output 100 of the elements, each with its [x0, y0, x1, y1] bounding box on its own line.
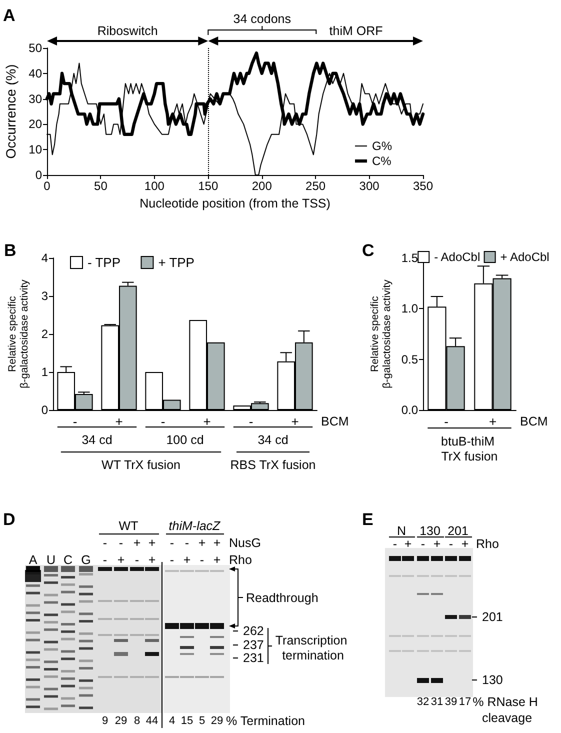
x-tick-label: 300	[359, 179, 380, 193]
text: 231	[243, 651, 264, 665]
data-label: 32	[416, 696, 430, 708]
y-tick-label: 1	[41, 365, 48, 379]
text: 34 codons	[233, 12, 291, 26]
chart-title: C	[362, 241, 374, 260]
text: 34 cd	[258, 433, 288, 447]
legend-label: + TPP	[158, 255, 194, 270]
text: Rho	[229, 553, 252, 567]
x-axis-title: BCM	[321, 414, 349, 428]
x-tick-label: -	[444, 414, 448, 429]
text: -	[102, 536, 108, 550]
category-label: U	[46, 553, 56, 567]
y-tick-label: 0.0	[401, 403, 418, 417]
text: +	[461, 537, 469, 551]
y-tick-label: 1.5	[401, 251, 418, 265]
data-label: 44	[146, 715, 158, 727]
text: -	[102, 553, 108, 567]
y-tick-label: 40	[28, 66, 42, 80]
chart-title: B	[4, 241, 16, 260]
x-axis-title: Nucleotide position (from the TSS)	[140, 196, 330, 210]
y-tick-label: 3	[41, 289, 48, 303]
text: Readthrough	[246, 591, 318, 605]
text: +	[148, 536, 156, 550]
text: % Termination	[226, 714, 306, 728]
category-label: C	[63, 553, 73, 567]
text: +	[183, 553, 191, 567]
text: Rho	[476, 537, 499, 551]
y-tick-label: 1.0	[401, 302, 418, 316]
chart-title: A	[3, 6, 16, 25]
data-label: 39	[444, 696, 458, 708]
text: +	[148, 553, 156, 567]
x-tick-label: 250	[306, 179, 326, 193]
y-tick-label: 20	[28, 117, 42, 132]
y-axis-title: Relative specific β-galactosidase activity	[369, 278, 393, 388]
x-tick-label: 150	[198, 179, 218, 193]
text: -	[420, 537, 426, 551]
y-tick-label: 0.5	[401, 352, 418, 366]
y-tick-label: 0	[41, 403, 48, 417]
x-tick-label: -	[160, 414, 166, 429]
x-axis-title: BCM	[520, 414, 548, 428]
x-tick-label: 100	[144, 179, 165, 193]
data-label: 29	[210, 715, 224, 727]
x-tick-label: 350	[412, 179, 434, 193]
x-tick-label: 200	[252, 179, 272, 193]
text: 130	[482, 673, 503, 687]
legend-label: + AdoCbl	[500, 250, 550, 264]
text: % RNase H cleavage	[472, 695, 542, 725]
category-label: A	[28, 553, 38, 567]
text: WT	[118, 519, 139, 533]
text: thiM-lacZ	[168, 519, 221, 533]
y-tick-label: 4	[41, 251, 48, 265]
text: 34 cd	[82, 433, 112, 447]
y-tick-label: 2	[41, 327, 48, 341]
text: Riboswitch	[97, 24, 158, 38]
x-tick-label: 50	[94, 179, 108, 193]
text: -	[118, 536, 124, 550]
y-tick-label: 30	[28, 92, 42, 106]
text: -	[200, 553, 204, 567]
text: 262	[243, 624, 264, 638]
data-label: 31	[430, 696, 444, 708]
legend-label: G%	[372, 139, 392, 153]
text: -	[170, 553, 174, 567]
text: N	[396, 524, 406, 538]
text: 100 cd	[166, 433, 204, 447]
data-label: 8	[134, 715, 140, 727]
data-label: 15	[180, 715, 194, 727]
text: +	[133, 536, 141, 550]
x-tick-label: +	[488, 414, 497, 429]
text: +	[198, 536, 206, 550]
text: thiM ORF	[329, 24, 384, 38]
legend-label: - AdoCbl	[434, 250, 480, 264]
text: WT TrX fusion	[102, 458, 181, 472]
data-label: 29	[114, 715, 128, 727]
text: 201	[482, 610, 503, 624]
text: +	[213, 536, 221, 550]
text: RBS TrX fusion	[230, 458, 316, 472]
text: 237	[243, 638, 264, 652]
text: btuB-thiM TrX fusion	[441, 434, 498, 464]
text: -	[170, 536, 174, 550]
y-tick-label: 0	[35, 168, 42, 182]
legend-label: - TPP	[88, 255, 120, 270]
text: -	[184, 536, 190, 550]
text: -	[134, 553, 140, 567]
text: NusG	[229, 536, 261, 550]
category-label: G	[81, 553, 91, 567]
text: D	[3, 510, 16, 529]
x-tick-label: -	[248, 414, 254, 429]
x-tick-label: -	[72, 414, 78, 429]
text: -	[392, 537, 398, 551]
text: Transcription termination	[275, 634, 351, 662]
y-tick-label: 10	[28, 142, 42, 157]
data-label: 9	[102, 715, 108, 727]
y-tick-label: 50	[28, 41, 42, 55]
data-label: 4	[168, 715, 176, 727]
text: +	[213, 553, 221, 567]
y-axis-title: Occurrence (%)	[3, 64, 18, 159]
x-tick-label: +	[291, 414, 299, 429]
text: E	[362, 510, 374, 529]
text: 130	[420, 524, 440, 538]
